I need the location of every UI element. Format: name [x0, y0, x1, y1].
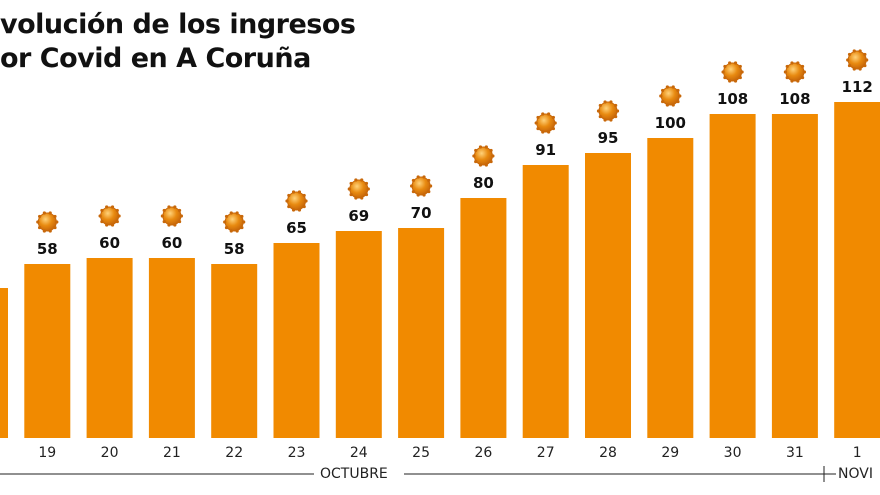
month-label-octubre: OCTUBRE: [320, 466, 388, 482]
bar-20: [86, 258, 133, 438]
value-label-23: 65: [286, 219, 307, 237]
virus-icon: [285, 190, 308, 212]
value-label-28: 95: [598, 129, 619, 147]
tick-label-19: 19: [38, 445, 56, 461]
virus-icon: [659, 85, 682, 107]
chart-title: volución de los ingresos or Covid en A C…: [0, 8, 356, 76]
tick-label-20: 20: [101, 445, 119, 461]
virus-icon: [534, 112, 557, 134]
tick-label-26: 26: [474, 445, 492, 461]
virus-icon: [36, 211, 59, 233]
month-label-noviembre: NOVI: [838, 466, 873, 482]
bar-28: [585, 153, 631, 438]
value-label-20: 60: [99, 234, 120, 252]
tick-label-24: 24: [350, 445, 368, 461]
bar-24: [335, 231, 382, 438]
tick-label-1: 1: [853, 445, 862, 461]
bar-31: [771, 114, 818, 438]
bar-29: [647, 138, 694, 438]
chart-title-line-2: or Covid en A Coruña: [0, 43, 311, 74]
tick-label-29: 29: [661, 445, 679, 461]
chart-title-line-1: volución de los ingresos: [0, 9, 356, 40]
tick-label-27: 27: [537, 445, 555, 461]
bar-1: [834, 102, 880, 438]
tick-label-28: 28: [599, 445, 617, 461]
value-label-24: 69: [348, 207, 369, 225]
tick-label-25: 25: [412, 445, 430, 461]
value-label-1: 112: [842, 78, 873, 96]
tick-label-21: 21: [163, 445, 181, 461]
value-label-25: 70: [411, 204, 432, 222]
bar-27: [522, 165, 569, 438]
value-label-26: 80: [473, 174, 494, 192]
bar-18: [0, 288, 8, 438]
value-label-29: 100: [655, 114, 686, 132]
virus-icon: [783, 61, 807, 83]
value-label-22: 58: [224, 240, 245, 258]
tick-label-31: 31: [786, 445, 804, 461]
value-label-31: 108: [779, 90, 810, 108]
bar-30: [709, 114, 756, 438]
bar-21: [148, 258, 195, 438]
virus-icon: [410, 175, 433, 197]
virus-icon: [160, 205, 183, 227]
value-label-19: 58: [37, 240, 58, 258]
bar-25: [398, 228, 445, 438]
virus-icon: [596, 100, 620, 122]
value-label-27: 91: [535, 141, 556, 159]
virus-icon: [223, 211, 246, 233]
virus-icon: [472, 145, 495, 167]
bar-23: [273, 243, 320, 438]
value-label-30: 108: [717, 90, 748, 108]
virus-icon: [721, 61, 744, 83]
tick-label-22: 22: [225, 445, 243, 461]
tick-label-23: 23: [288, 445, 306, 461]
bar-19: [24, 264, 71, 438]
virus-icon: [347, 178, 370, 200]
virus-icon: [846, 49, 869, 71]
value-label-21: 60: [161, 234, 182, 252]
tick-label-30: 30: [724, 445, 742, 461]
bar-22: [211, 264, 258, 438]
virus-icon: [98, 205, 121, 227]
bar-26: [460, 198, 507, 438]
